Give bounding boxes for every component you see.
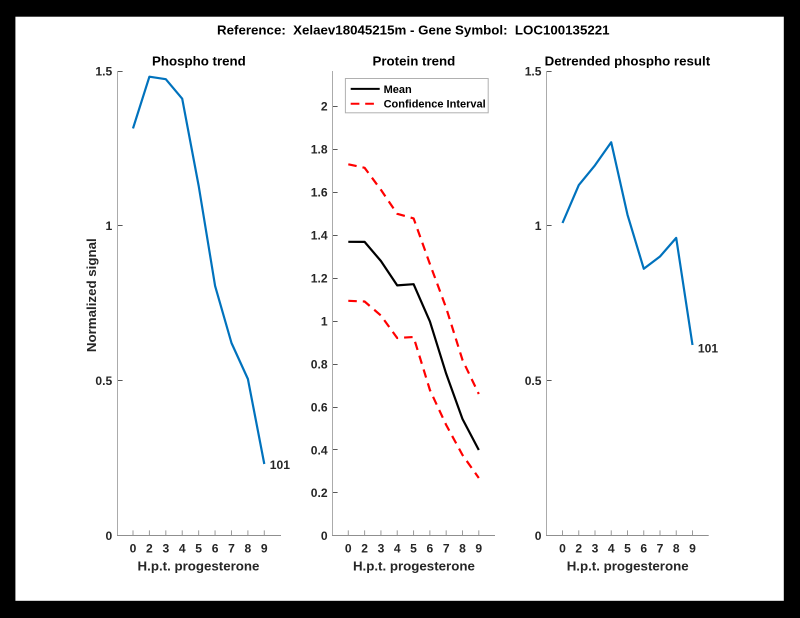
svg-text:0: 0 bbox=[559, 542, 566, 556]
svg-text:0.6: 0.6 bbox=[311, 400, 328, 414]
svg-text:0: 0 bbox=[130, 542, 137, 556]
svg-text:5: 5 bbox=[410, 542, 417, 556]
svg-text:0: 0 bbox=[105, 529, 112, 543]
svg-text:101: 101 bbox=[270, 458, 290, 472]
svg-text:0.4: 0.4 bbox=[311, 443, 328, 457]
svg-text:1.4: 1.4 bbox=[311, 229, 328, 243]
svg-text:9: 9 bbox=[475, 542, 482, 556]
svg-text:Mean: Mean bbox=[384, 84, 412, 96]
svg-text:7: 7 bbox=[657, 542, 664, 556]
svg-text:3: 3 bbox=[592, 542, 599, 556]
svg-text:2: 2 bbox=[146, 542, 153, 556]
svg-text:0.8: 0.8 bbox=[311, 357, 328, 371]
svg-text:Normalized signal: Normalized signal bbox=[84, 238, 99, 352]
svg-text:5: 5 bbox=[624, 542, 631, 556]
svg-text:8: 8 bbox=[459, 542, 466, 556]
svg-text:0: 0 bbox=[535, 529, 542, 543]
svg-text:0: 0 bbox=[321, 529, 328, 543]
svg-text:H.p.t. progesterone: H.p.t. progesterone bbox=[567, 558, 689, 573]
svg-text:6: 6 bbox=[212, 542, 219, 556]
svg-text:Reference: Xelaev18045215m -: Reference: Xelaev18045215m - Gene Symbol… bbox=[217, 23, 610, 38]
svg-text:0: 0 bbox=[345, 542, 352, 556]
svg-text:0.2: 0.2 bbox=[311, 486, 328, 500]
svg-text:6: 6 bbox=[640, 542, 647, 556]
svg-text:2: 2 bbox=[321, 100, 328, 114]
svg-text:1: 1 bbox=[321, 314, 328, 328]
svg-text:2: 2 bbox=[361, 542, 368, 556]
svg-text:1.8: 1.8 bbox=[311, 143, 328, 157]
svg-text:8: 8 bbox=[673, 542, 680, 556]
svg-text:3: 3 bbox=[162, 542, 169, 556]
svg-text:Phospho trend: Phospho trend bbox=[152, 54, 246, 69]
svg-text:5: 5 bbox=[195, 542, 202, 556]
svg-text:1.2: 1.2 bbox=[311, 271, 328, 285]
svg-text:H.p.t. progesterone: H.p.t. progesterone bbox=[353, 558, 475, 573]
svg-text:9: 9 bbox=[689, 542, 696, 556]
svg-text:7: 7 bbox=[443, 542, 450, 556]
svg-text:1.5: 1.5 bbox=[95, 64, 112, 78]
svg-text:0.5: 0.5 bbox=[95, 374, 112, 388]
svg-text:1.5: 1.5 bbox=[525, 64, 542, 78]
svg-text:6: 6 bbox=[426, 542, 433, 556]
svg-text:2: 2 bbox=[575, 542, 582, 556]
svg-text:4: 4 bbox=[179, 542, 186, 556]
svg-text:Protein trend: Protein trend bbox=[373, 54, 456, 69]
svg-text:9: 9 bbox=[261, 542, 268, 556]
svg-text:8: 8 bbox=[245, 542, 252, 556]
svg-text:1: 1 bbox=[105, 219, 112, 233]
svg-text:H.p.t. progesterone: H.p.t. progesterone bbox=[138, 558, 260, 573]
svg-text:Confidence Interval: Confidence Interval bbox=[384, 99, 486, 111]
svg-text:4: 4 bbox=[608, 542, 615, 556]
svg-text:1.6: 1.6 bbox=[311, 186, 328, 200]
svg-text:Detrended phospho result: Detrended phospho result bbox=[545, 54, 711, 69]
svg-text:0.5: 0.5 bbox=[525, 374, 542, 388]
svg-text:7: 7 bbox=[228, 542, 235, 556]
svg-text:1: 1 bbox=[535, 219, 542, 233]
svg-text:4: 4 bbox=[394, 542, 401, 556]
svg-text:3: 3 bbox=[378, 542, 385, 556]
svg-text:101: 101 bbox=[698, 342, 718, 356]
